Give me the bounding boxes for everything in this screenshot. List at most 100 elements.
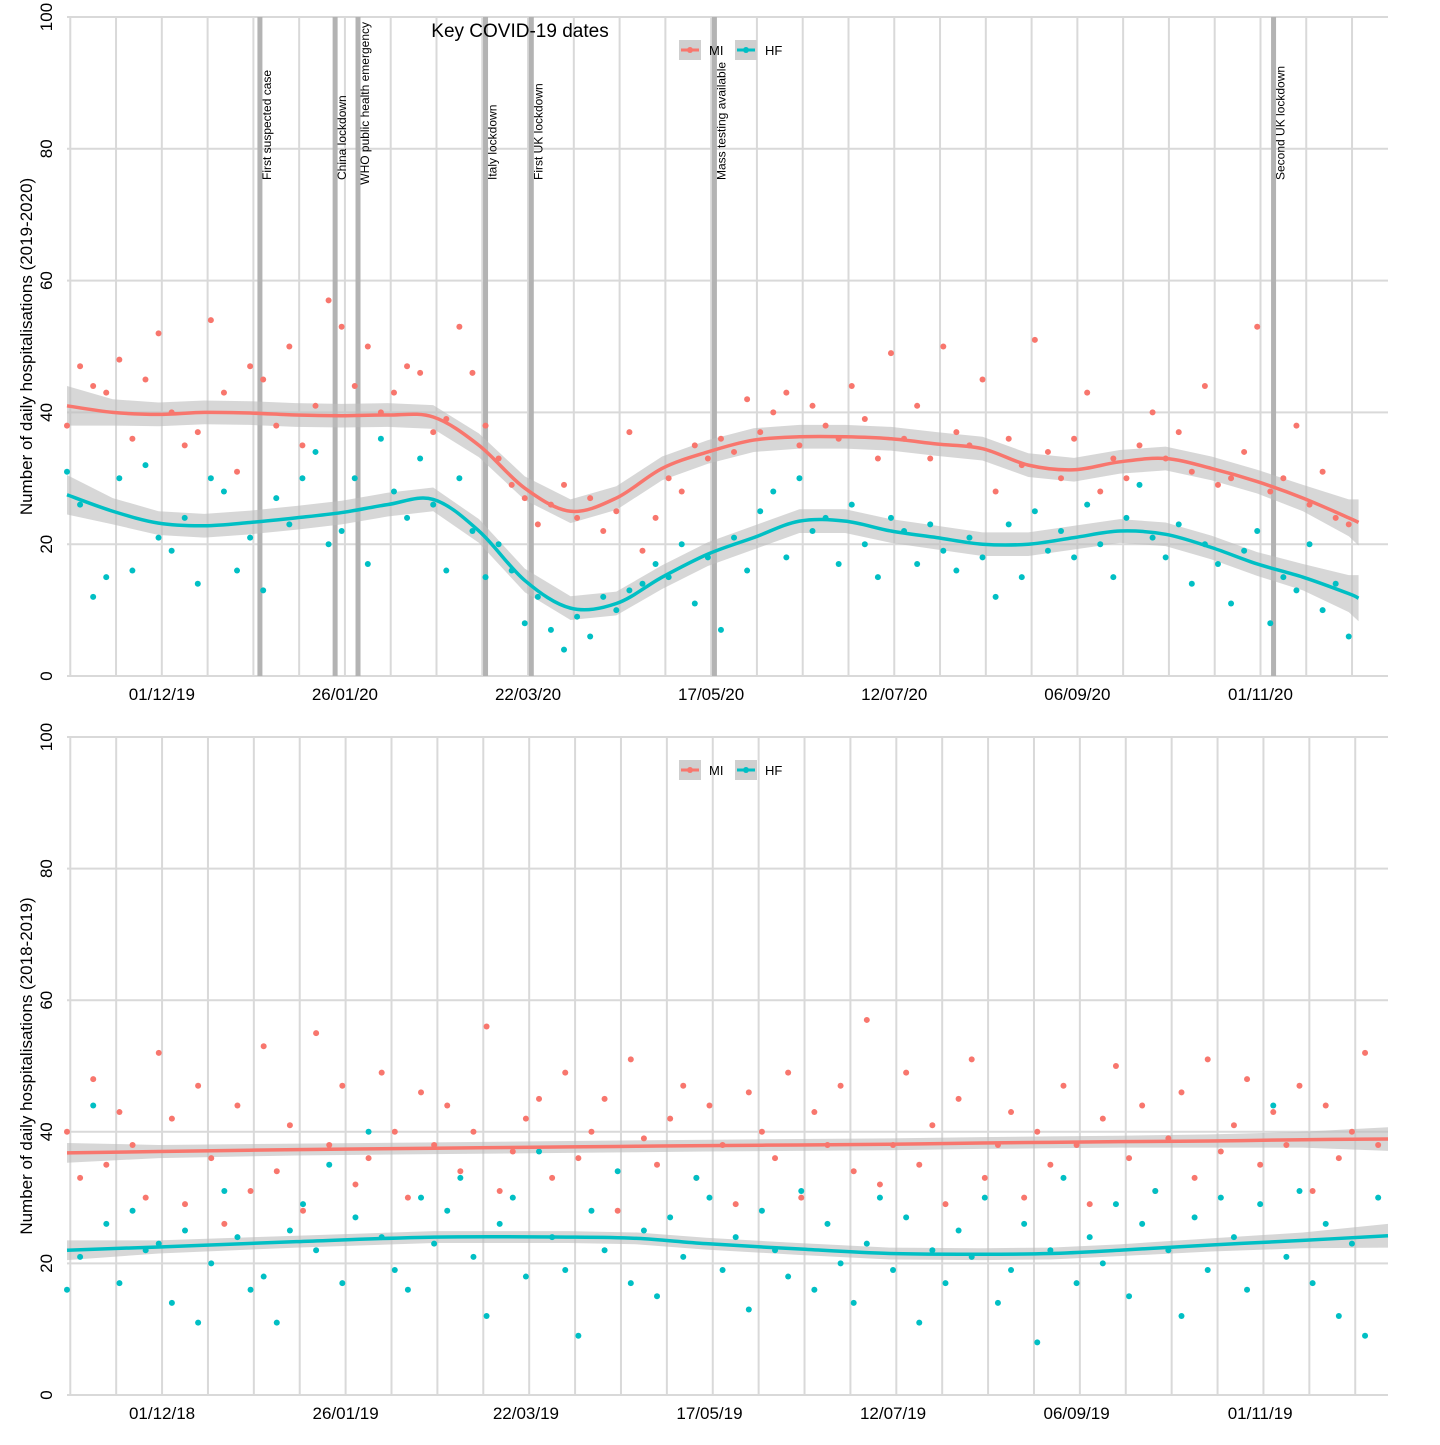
data-point-hf [77,1253,84,1260]
data-point-mi [1283,1141,1290,1148]
data-point-hf [1348,1240,1355,1247]
data-point-hf [77,501,84,508]
data-point-mi [129,435,136,442]
data-point-mi [587,495,594,502]
data-point-mi [64,422,70,429]
data-point-hf [927,521,934,528]
data-point-hf [981,1194,988,1201]
data-point-hf [431,1240,438,1247]
data-point-mi [116,356,123,363]
data-point-hf [785,1273,792,1280]
data-point-mi [365,1155,372,1162]
legend-key-point [687,47,693,53]
data-point-hf [1345,633,1352,640]
data-point-hf [1214,560,1221,567]
data-point-mi [809,402,816,409]
data-point-hf [1060,1174,1067,1181]
data-point-hf [1162,554,1169,561]
data-point-hf [1362,1332,1369,1339]
data-point-mi [1149,409,1156,416]
legend-key-point [743,767,749,773]
data-point-hf [1149,534,1156,541]
y-tick-label: 0 [37,671,56,680]
data-point-hf [351,475,358,482]
data-point-mi [561,481,568,488]
series-mi-points [64,1016,1382,1227]
data-point-mi [273,422,280,429]
data-point-mi [418,1089,425,1096]
data-point-hf [1034,1339,1041,1346]
data-point-hf [482,574,489,581]
data-point-hf [850,1299,857,1306]
data-point-mi [221,1220,228,1227]
data-point-hf [534,593,541,600]
x-tick-label: 22/03/20 [495,685,561,704]
data-point-hf [496,1220,503,1227]
data-point-mi [168,1115,175,1122]
data-point-hf [848,501,855,508]
y-tick-label: 80 [37,139,56,158]
data-point-hf [116,475,123,482]
data-point-mi [181,442,188,449]
data-point-hf [1136,481,1143,488]
data-point-mi [390,389,397,396]
data-point-hf [863,1240,870,1247]
data-point-hf [744,567,751,574]
data-point-hf [495,541,502,548]
data-point-mi [129,1141,136,1148]
data-point-mi [953,429,960,436]
data-point-mi [1110,455,1117,462]
data-point-hf [404,514,411,521]
data-point-mi [483,1023,490,1030]
data-point-mi [1099,1115,1106,1122]
data-point-mi [1257,1161,1264,1168]
data-point-hf [418,1194,425,1201]
data-point-mi [522,1115,529,1122]
data-point-mi [914,402,921,409]
data-point-hf [966,534,973,541]
data-point-hf [1332,580,1339,587]
data-point-mi [1217,1148,1224,1155]
data-point-hf [300,1201,307,1208]
y-axis-label: Number of daily hospitalisations (2019-2… [17,178,36,515]
data-point-hf [809,528,816,535]
data-point-mi [758,1128,765,1135]
data-point-hf [325,541,332,548]
data-point-mi [456,323,463,330]
data-point-hf [1031,508,1038,515]
data-point-hf [364,560,371,567]
data-point-hf [1228,600,1235,607]
data-point-mi [496,1188,503,1195]
data-point-mi [732,1201,739,1208]
data-point-mi [1139,1102,1146,1109]
data-point-mi [260,1043,267,1050]
data-point-mi [861,415,868,422]
data-point-hf [536,1148,543,1155]
data-point-hf [286,521,293,528]
data-point-hf [1071,554,1078,561]
event-label: First UK lockdown [531,83,545,180]
data-point-hf [1322,1220,1329,1227]
data-point-hf [1241,547,1248,554]
data-point-hf [824,1220,831,1227]
data-point-hf [220,488,227,495]
data-point-mi [731,448,738,455]
data-point-mi [77,363,84,370]
data-point-mi [1044,448,1051,455]
data-point-hf [260,587,267,594]
data-point-mi [601,1095,608,1102]
data-point-mi [482,422,489,429]
x-tick-label: 17/05/20 [678,685,744,704]
smooth-line-hf [66,1234,1389,1256]
data-point-mi [874,455,881,462]
data-point-mi [431,1141,438,1148]
data-point-hf [1191,1214,1198,1221]
data-point-hf [1018,574,1025,581]
data-point-hf [195,1319,202,1326]
data-point-mi [1071,435,1078,442]
series-mi-points [64,297,1352,554]
data-point-hf [1126,1293,1133,1300]
data-point-mi [1319,468,1326,475]
data-point-mi [1375,1141,1382,1148]
data-point-mi [1123,475,1130,482]
